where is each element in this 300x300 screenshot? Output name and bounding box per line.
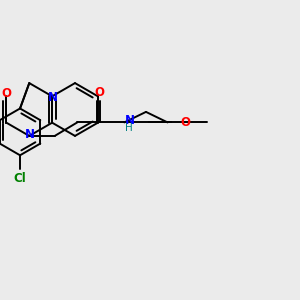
- Text: N: N: [25, 128, 35, 141]
- Text: Cl: Cl: [14, 172, 26, 185]
- Text: N: N: [48, 91, 58, 104]
- Text: O: O: [95, 86, 105, 99]
- Text: H: H: [125, 123, 133, 133]
- Text: O: O: [2, 87, 11, 100]
- Text: O: O: [181, 116, 190, 129]
- Text: N: N: [125, 114, 135, 128]
